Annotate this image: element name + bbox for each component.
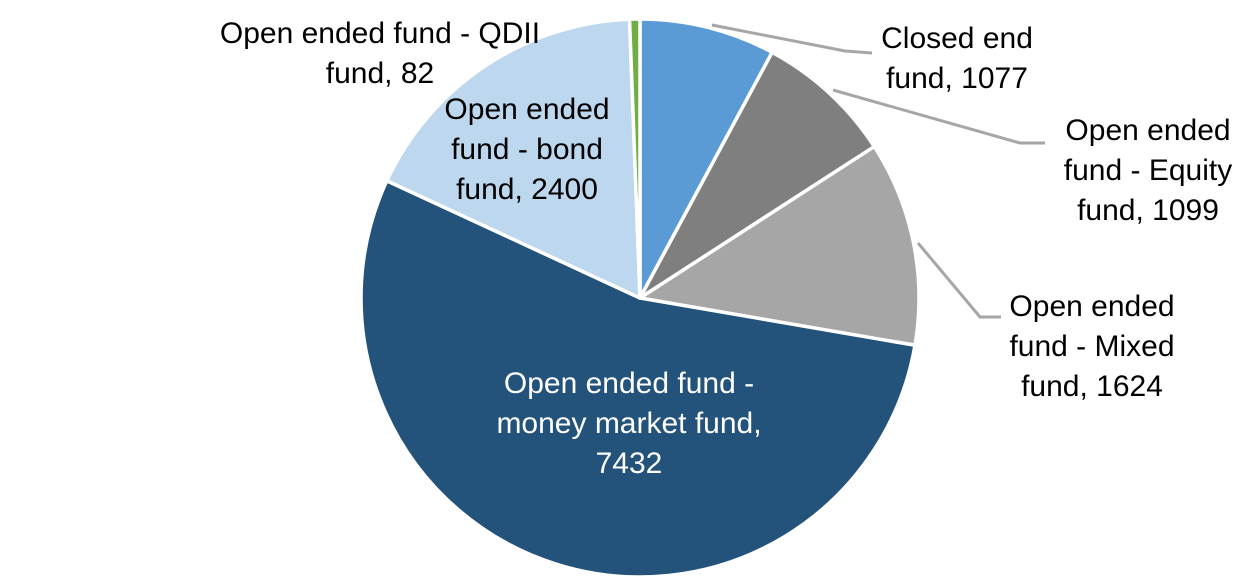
callout-bond-fund: Open ended fund - bond fund, 2400 [444,93,610,206]
callout-equity-fund: Open ended fund - Equity fund, 1099 [1063,114,1233,227]
leader-line-closed-end [711,23,873,55]
pie-slice-equity [638,50,877,300]
pie-slice-qdii [627,17,642,300]
callout-closed-end-fund: Closed end fund, 1077 [881,22,1033,95]
callout-mixed-fund: Open ended fund - Mixed fund, 1624 [1009,290,1175,403]
leader-line-mixed [916,242,1001,319]
pie-slice-closed_end [638,17,774,300]
pie-slice-bond [385,17,642,300]
callout-qdii-fund: Open ended fund - QDII fund, 82 [219,17,541,90]
pie-slice-mixed [638,144,921,348]
leader-line-equity [832,88,1045,145]
callout-money-market-fund: Open ended fund - money market fund, 743… [496,367,762,480]
pie-slice-money_market [359,179,917,579]
